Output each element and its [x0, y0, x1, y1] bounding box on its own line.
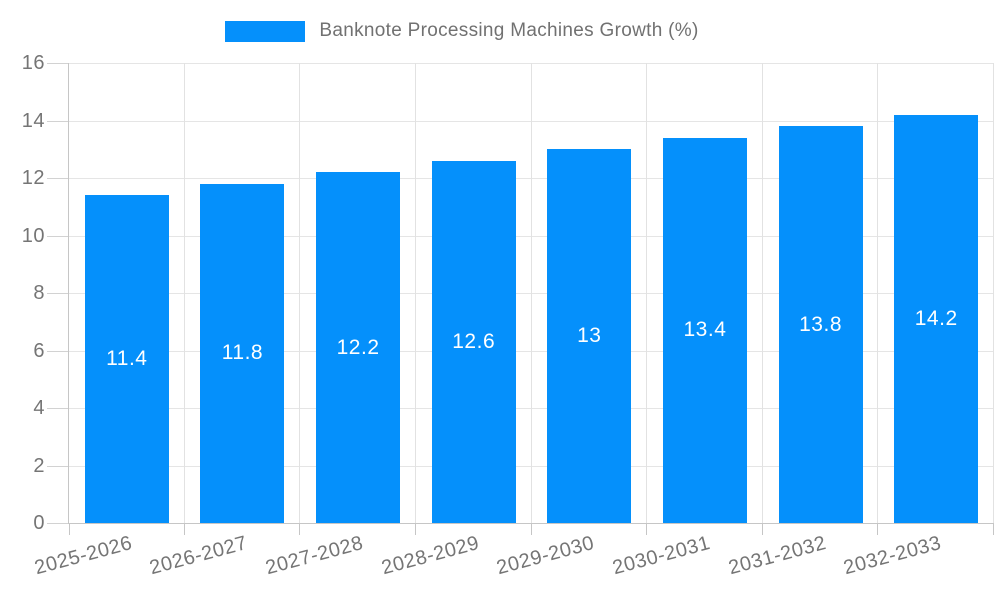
gridline-horizontal — [69, 120, 994, 122]
y-axis-label: 0 — [33, 512, 45, 534]
y-axis-tick — [47, 523, 68, 524]
bar-value-label: 13.4 — [683, 318, 727, 342]
x-axis-tick — [414, 523, 416, 535]
bar-value-label: 13 — [577, 324, 602, 348]
x-axis-label: 2026-2027 — [147, 532, 251, 580]
x-axis-tick — [183, 523, 185, 535]
x-axis-label: 2032-2033 — [841, 532, 944, 580]
x-axis-tick — [877, 523, 879, 535]
gridline-horizontal — [69, 63, 994, 64]
x-axis-tick — [646, 523, 648, 535]
gridline-vertical — [993, 63, 994, 523]
gridline-horizontal — [69, 408, 994, 409]
legend-label: Banknote Processing Machines Growth (%) — [319, 20, 699, 41]
bar[interactable]: 13.4 — [662, 137, 747, 523]
y-axis-tick — [47, 408, 68, 409]
bar[interactable]: 12.6 — [431, 160, 516, 523]
gridline-horizontal — [69, 350, 994, 352]
bar-value-label: 13.8 — [799, 312, 842, 336]
bar-value-label: 12.6 — [452, 329, 496, 353]
gridline-vertical — [183, 63, 185, 523]
x-axis-label: 2029-2030 — [494, 532, 598, 580]
bar[interactable]: 13.8 — [778, 126, 863, 523]
gridline-horizontal — [69, 235, 994, 237]
x-axis-tick — [761, 523, 763, 535]
y-axis-label: 10 — [21, 224, 45, 247]
y-axis-label: 12 — [21, 167, 45, 189]
y-axis-label: 4 — [33, 397, 45, 419]
legend-swatch[interactable] — [225, 20, 306, 42]
x-axis-label: 2028-2029 — [378, 532, 482, 580]
gridline-horizontal — [69, 465, 994, 467]
gridline-vertical — [646, 63, 648, 523]
y-axis-label: 14 — [21, 109, 45, 132]
x-axis-label: 2027-2028 — [263, 532, 366, 580]
bar[interactable]: 13 — [547, 149, 632, 523]
y-axis-tick — [47, 178, 68, 179]
y-axis-label: 6 — [33, 339, 45, 362]
gridline-vertical — [877, 63, 879, 523]
y-axis-tick — [47, 235, 68, 237]
x-axis-tick — [530, 523, 532, 535]
x-axis-tick — [993, 523, 994, 535]
x-axis-label: 2031-2032 — [725, 532, 829, 580]
bar[interactable]: 11.8 — [200, 183, 285, 523]
gridline-horizontal — [69, 178, 994, 179]
bar[interactable]: 11.4 — [84, 195, 169, 523]
bar-value-label: 14.2 — [914, 306, 958, 330]
y-axis-label: 2 — [33, 454, 45, 477]
gridline-vertical — [761, 63, 763, 523]
y-axis-tick — [47, 63, 68, 64]
x-axis-tick — [69, 523, 70, 535]
y-axis-tick — [47, 465, 68, 467]
gridline-vertical — [299, 63, 301, 523]
legend[interactable]: Banknote Processing Machines Growth (%) — [0, 20, 962, 42]
gridline-horizontal — [69, 293, 994, 294]
y-axis-tick — [47, 120, 68, 122]
bar[interactable]: 14.2 — [894, 114, 979, 523]
bar-value-label: 11.4 — [106, 347, 148, 371]
gridline-vertical — [414, 63, 416, 523]
y-axis-tick — [47, 293, 68, 294]
gridline-vertical — [530, 63, 532, 523]
x-axis-label: 2025-2026 — [32, 532, 135, 580]
y-axis-label: 16 — [21, 52, 45, 74]
x-axis-label: 2030-2031 — [610, 532, 713, 580]
x-axis-tick — [299, 523, 301, 535]
y-axis-tick — [47, 350, 68, 352]
bar-value-label: 12.2 — [336, 335, 380, 359]
plot-area: 0 2 4 6 8 10 12 14 16 11.4 2025-2026 11.8 2026-2027 1… — [22, 52, 994, 579]
bar-value-label: 11.8 — [221, 341, 264, 365]
bar[interactable]: 12.2 — [316, 172, 401, 523]
y-axis-label: 8 — [33, 282, 45, 304]
